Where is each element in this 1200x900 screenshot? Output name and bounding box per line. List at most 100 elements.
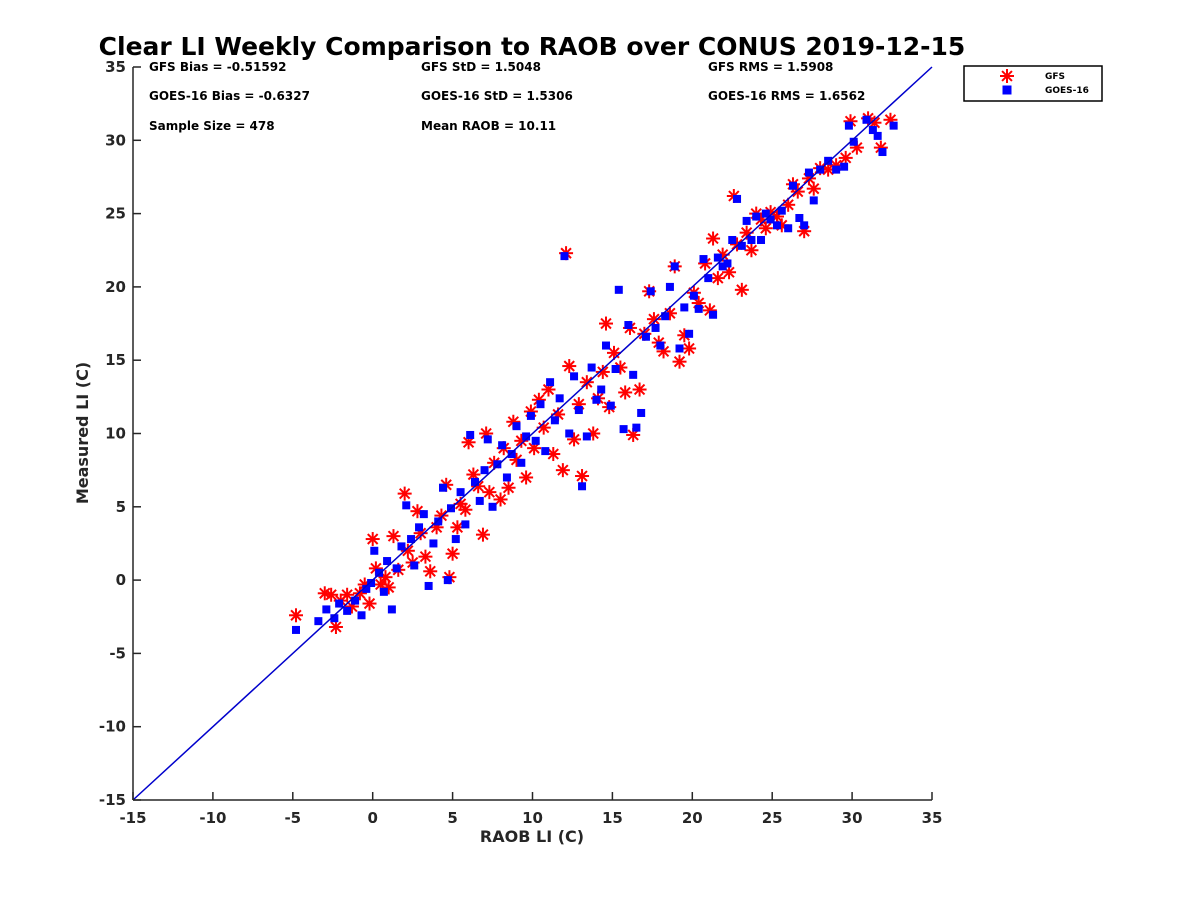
goes-point-78 — [685, 329, 694, 338]
goes-point-48 — [546, 378, 555, 387]
goes-point-41 — [512, 422, 521, 431]
goes-point-40 — [507, 450, 516, 459]
goes-point-18 — [407, 535, 416, 544]
gfs-point-105 — [806, 181, 821, 196]
goes-point-69 — [641, 332, 650, 341]
goes-point-6 — [351, 596, 360, 605]
gfs-point-0 — [288, 608, 303, 623]
stat-goes-std: GOES-16 StD = 1.5306 — [421, 89, 573, 103]
goes-point-14 — [387, 605, 396, 614]
goes-point-60 — [602, 341, 611, 350]
goes-point-94 — [761, 209, 770, 218]
goes-point-38 — [498, 441, 507, 450]
goes-point-77 — [680, 303, 689, 312]
goes-point-92 — [752, 212, 761, 221]
goes-point-5 — [343, 606, 352, 615]
goes-point-70 — [646, 287, 655, 296]
goes-point-83 — [709, 310, 718, 319]
gfs-point-70 — [632, 382, 647, 397]
goes-point-12 — [379, 587, 388, 596]
goes-point-33 — [475, 496, 484, 505]
goes-point-56 — [582, 432, 591, 441]
goes-point-19 — [410, 561, 419, 570]
goes-point-25 — [439, 483, 448, 492]
goes-point-28 — [451, 535, 460, 544]
stat-gfs-std: GFS StD = 1.5048 — [421, 60, 541, 74]
stat-mean-raob: Mean RAOB = 10.11 — [421, 119, 556, 133]
goes-point-89 — [737, 241, 746, 250]
goes-point-37 — [493, 460, 502, 469]
goes-point-4 — [335, 599, 344, 608]
goes-point-114 — [889, 121, 898, 130]
goes-point-52 — [565, 429, 574, 438]
goes-point-23 — [429, 539, 438, 548]
stat-sample-size: Sample Size = 478 — [149, 119, 275, 133]
gfs-point-78 — [672, 354, 687, 369]
y-tick-label: 25 — [105, 205, 126, 223]
gfs-point-67 — [618, 385, 633, 400]
legend: GFS GOES-16 — [963, 65, 1103, 102]
gfs-point-22 — [418, 549, 433, 564]
goes-point-44 — [526, 411, 535, 420]
gfs-point-58 — [575, 469, 590, 484]
goes-point-54 — [574, 406, 583, 415]
goes-point-107 — [840, 162, 849, 171]
goes-point-34 — [480, 466, 489, 475]
gfs-point-23 — [423, 564, 438, 579]
legend-goes-label: GOES-16 — [1045, 86, 1089, 96]
gfs-point-41 — [501, 480, 516, 495]
goes-point-63 — [614, 285, 623, 294]
x-tick-label: 35 — [922, 809, 943, 827]
x-tick-label: -15 — [119, 809, 146, 827]
goes-point-100 — [795, 213, 804, 222]
y-tick-label: 5 — [116, 498, 126, 516]
x-tick-label: 15 — [602, 809, 623, 827]
gfs-point-51 — [546, 447, 561, 462]
gfs-point-96 — [758, 221, 773, 236]
goes-point-109 — [849, 137, 858, 146]
goes-point-74 — [665, 282, 674, 291]
goes-point-3 — [330, 614, 339, 623]
goes-point-110 — [862, 115, 871, 124]
goes-point-36 — [488, 502, 497, 511]
gfs-point-2 — [324, 587, 339, 602]
goes-point-71 — [651, 323, 660, 332]
goes-point-45 — [531, 436, 540, 445]
goes-point-42 — [517, 458, 526, 467]
goes-point-98 — [784, 224, 793, 233]
goes-point-51 — [560, 252, 569, 261]
goes-point-113 — [878, 148, 887, 157]
goes-point-55 — [578, 482, 587, 491]
goes-point-43 — [522, 432, 531, 441]
goes-point-26 — [443, 576, 452, 585]
gfs-point-69 — [626, 427, 641, 442]
x-tick-label: 25 — [762, 809, 783, 827]
y-tick-label: 0 — [116, 571, 126, 589]
goes-point-61 — [606, 401, 615, 410]
goes-point-31 — [466, 430, 475, 439]
y-tick-label: 10 — [105, 425, 126, 443]
y-tick-label: 30 — [105, 131, 126, 149]
goes-point-62 — [611, 364, 620, 373]
chart-title: Clear LI Weekly Comparison to RAOB over … — [99, 32, 966, 61]
goes-point-29 — [456, 488, 465, 497]
gfs-point-59 — [579, 375, 594, 390]
goes-point-11 — [375, 568, 384, 577]
goes-point-9 — [367, 579, 376, 588]
goes-point-10 — [370, 546, 379, 555]
goes-point-13 — [383, 557, 392, 566]
stat-gfs-bias: GFS Bias = -0.51592 — [149, 60, 286, 74]
goes-point-82 — [704, 274, 713, 283]
goes-point-76 — [675, 344, 684, 353]
x-tick-label: 0 — [367, 809, 377, 827]
goes-point-95 — [766, 215, 775, 224]
gfs-point-10 — [365, 532, 380, 547]
goes-point-66 — [629, 370, 638, 379]
goes-point-59 — [597, 385, 606, 394]
stat-goes-rms: GOES-16 RMS = 1.6562 — [708, 89, 865, 103]
goes-point-105 — [824, 156, 833, 165]
y-tick-label: 35 — [105, 58, 126, 76]
gfs-point-55 — [562, 359, 577, 374]
goes-point-16 — [397, 542, 406, 551]
goes-point-47 — [541, 447, 550, 456]
